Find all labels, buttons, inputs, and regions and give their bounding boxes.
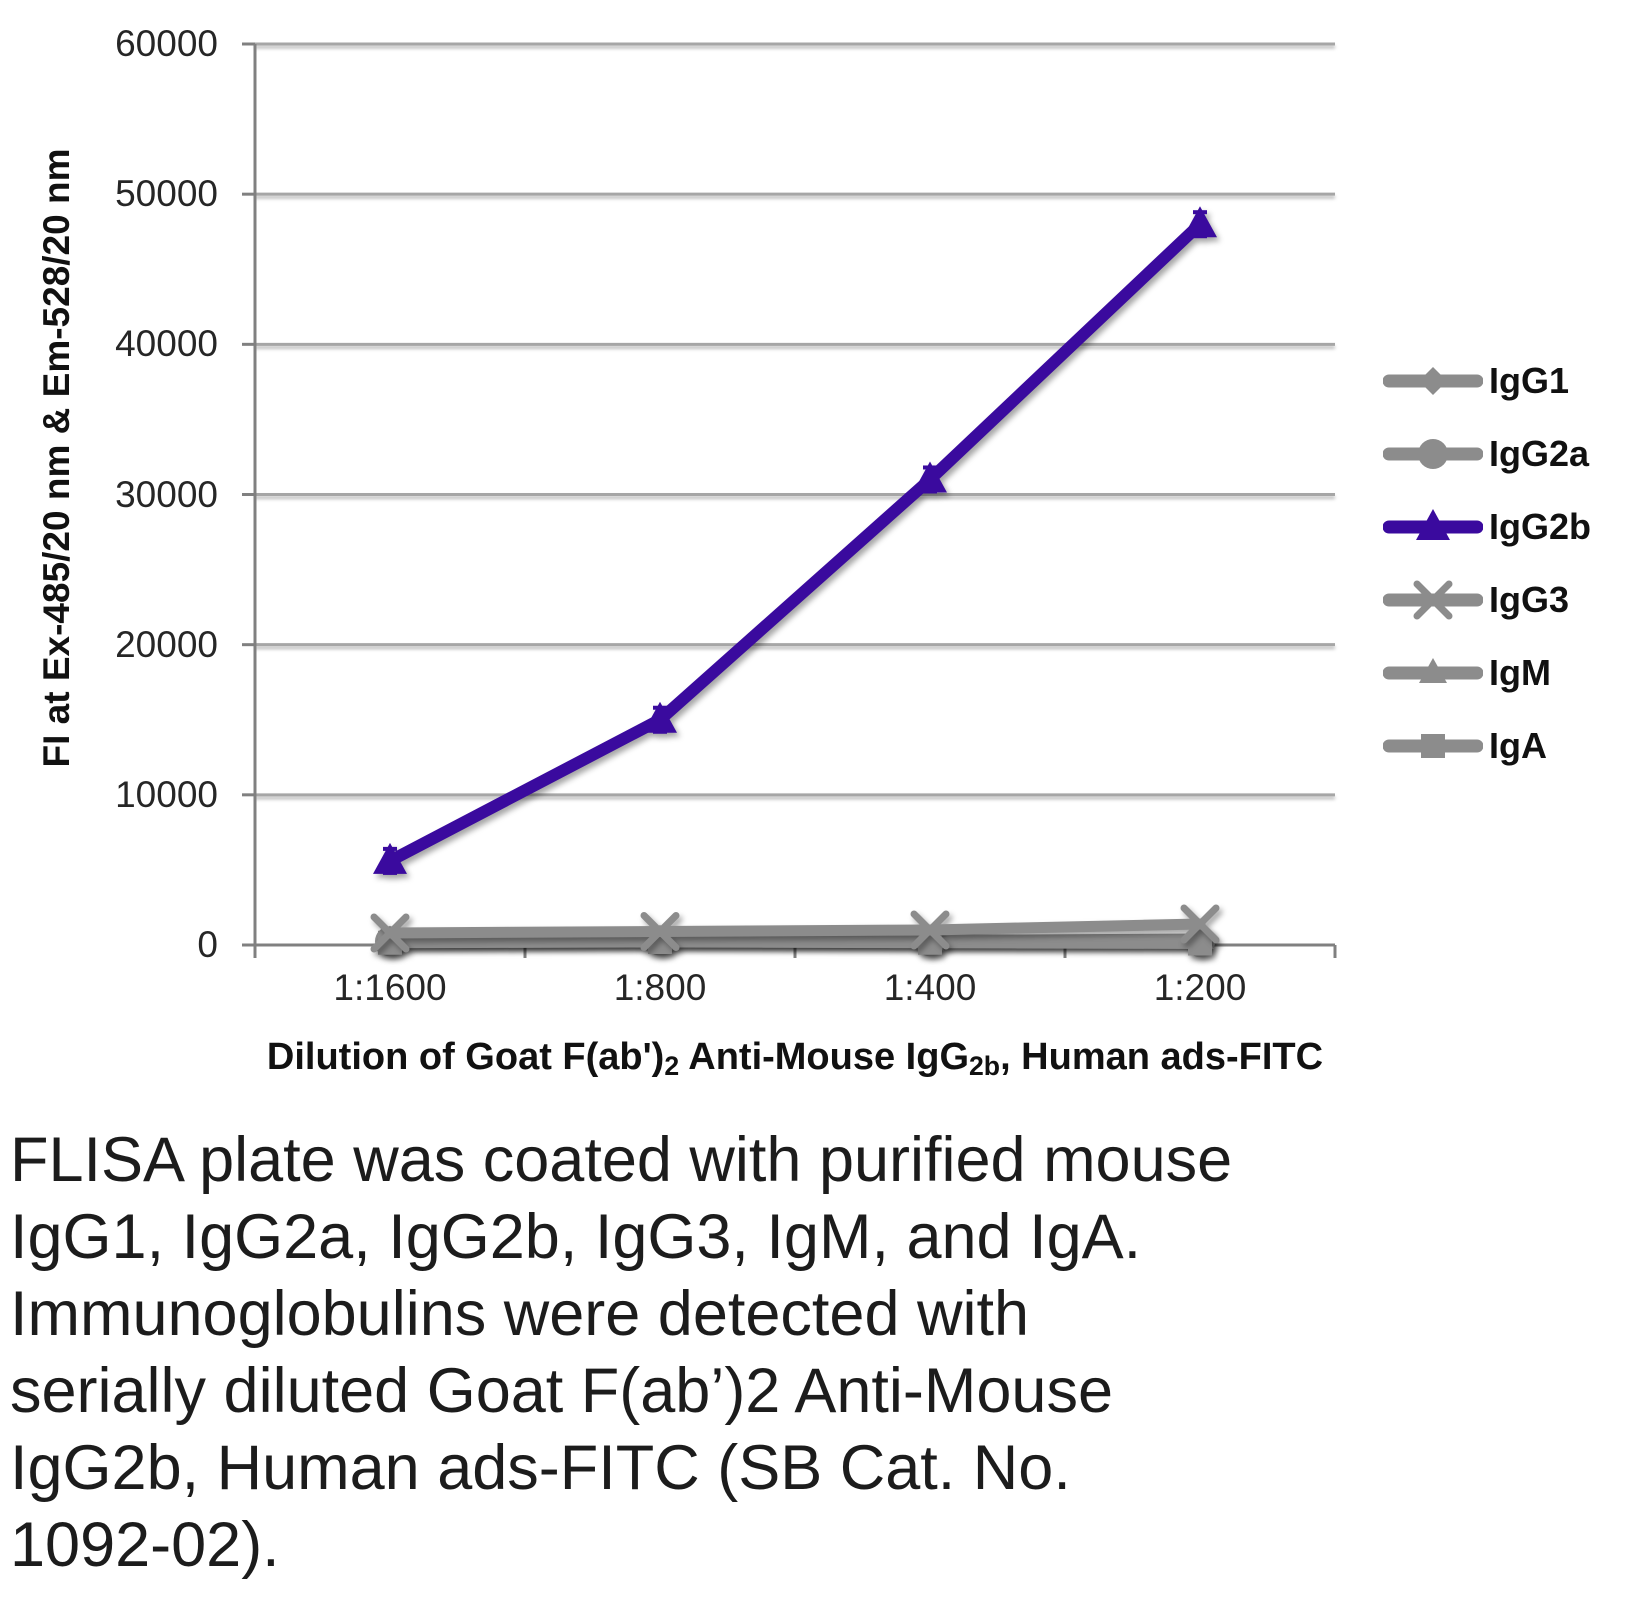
triangle-marker <box>1183 206 1217 238</box>
y-axis-title: FI at Ex-485/20 nm & Em-528/20 nm <box>36 148 77 768</box>
triangle-marker <box>913 461 947 493</box>
legend-item-IgG2b: IgG2b <box>1383 490 1591 563</box>
axes <box>242 42 1337 958</box>
caption-line: serially diluted Goat F(ab’)2 Anti-Mouse <box>10 1356 1113 1426</box>
circle-marker <box>1418 438 1448 469</box>
x-axis-title-post: , Human ads-FITC <box>1000 1036 1324 1078</box>
x-axis-title-mid: Anti-Mouse IgG <box>679 1036 970 1078</box>
x-axis-title-pre: Dilution of Goat F(ab') <box>266 1036 665 1078</box>
legend-swatch-x-icon <box>1383 580 1483 619</box>
legend-swatch-circle-icon <box>1383 438 1483 469</box>
y-tick-label: 40000 <box>115 323 218 365</box>
series-IgA-line <box>384 936 1206 949</box>
legend-label: IgG2b <box>1489 505 1592 547</box>
x-tick-label: 1:400 <box>883 967 977 1008</box>
x-tick-label: 1:1600 <box>333 967 447 1008</box>
legend-label: IgG2a <box>1489 432 1590 474</box>
diamond-marker <box>1419 366 1447 395</box>
y-tick-label: 50000 <box>115 173 218 215</box>
flisa-line-chart: 0 10000 20000 30000 40000 50000 60000 1:1600 1:8… <box>36 23 1591 1082</box>
series-IgG3 <box>370 904 1220 953</box>
legend-swatch-triangle-icon <box>1383 657 1483 683</box>
series-IgG2b <box>373 206 1217 875</box>
legend-item-IgA: IgA <box>1383 709 1591 782</box>
x-marker <box>640 911 680 951</box>
y-tick-label: 10000 <box>115 773 218 815</box>
legend-label: IgA <box>1489 724 1547 766</box>
chart-legend: IgG1 IgG2a IgG2b IgG3 IgM IgA <box>1383 344 1591 782</box>
series-IgG2b-line <box>384 218 1206 867</box>
caption-line: 1092-02). <box>10 1510 280 1580</box>
caption-line: IgG2b, Human ads-FITC (SB Cat. No. <box>10 1433 1071 1503</box>
series-IgG3-line <box>384 918 1206 939</box>
legend-item-IgG1: IgG1 <box>1383 344 1591 417</box>
legend-item-IgG2a: IgG2a <box>1383 417 1591 490</box>
y-tick-label: 60000 <box>115 23 218 64</box>
x-axis-title: Dilution of Goat F(ab')2 Anti-Mouse IgG2… <box>255 1036 1335 1082</box>
x-marker <box>1413 580 1453 619</box>
chart-plot-area <box>242 42 1337 958</box>
triangle-marker <box>1419 657 1447 683</box>
triangle-marker <box>1416 508 1450 540</box>
x-tick-label: 1:200 <box>1153 967 1247 1008</box>
caption-line: FLISA plate was coated with purified mou… <box>10 1125 1233 1195</box>
x-marker <box>910 910 950 950</box>
legend-swatch-triangle-icon <box>1383 508 1483 540</box>
y-tick-label: 30000 <box>115 473 218 515</box>
gridlines <box>255 42 1335 797</box>
legend-swatch-diamond-icon <box>1383 366 1483 395</box>
y-tick-label: 0 <box>197 924 218 965</box>
figure-caption: FLISA plate was coated with purified mou… <box>10 1122 1628 1584</box>
legend-item-IgG3: IgG3 <box>1383 563 1591 636</box>
legend-label: IgG1 <box>1489 359 1570 401</box>
legend-label: IgG3 <box>1489 578 1570 620</box>
triangle-marker <box>373 842 407 874</box>
x-tick-label: 1:800 <box>613 967 707 1008</box>
legend-label: IgM <box>1489 651 1551 693</box>
x-marker <box>1180 904 1220 944</box>
x-axis-title-sub1: 2 <box>664 1050 680 1081</box>
triangle-marker <box>643 701 677 733</box>
caption-line: IgG1, IgG2a, IgG2b, IgG3, IgM, and IgA. <box>10 1202 1142 1272</box>
x-marker <box>370 913 410 953</box>
square-marker <box>1421 733 1445 758</box>
legend-swatch-square-icon <box>1383 733 1483 758</box>
y-tick-label: 20000 <box>115 623 218 665</box>
x-axis-title-sub2: 2b <box>969 1050 1001 1081</box>
caption-line: Immunoglobulins were detected with <box>10 1279 1030 1349</box>
legend-item-IgM: IgM <box>1383 636 1591 709</box>
